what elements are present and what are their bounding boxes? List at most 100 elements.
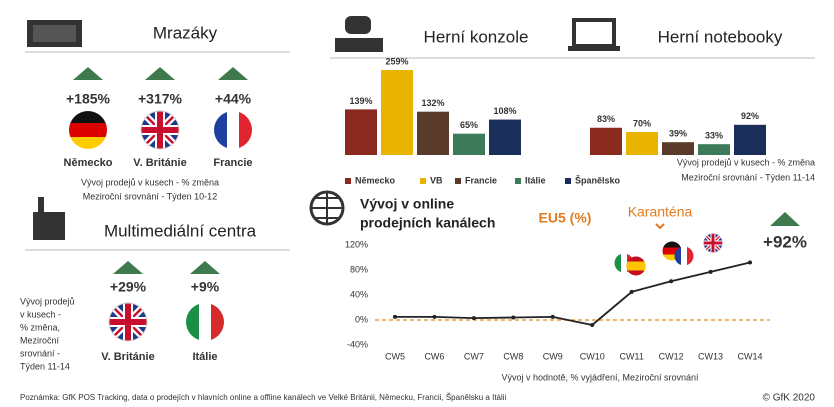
legend-label: Itálie [525,175,546,185]
legend-label: Francie [465,175,497,185]
note: srovnání - [20,348,60,358]
value-label: 92% [741,111,759,121]
globe-icon [311,192,343,224]
note: Vývoj prodejů [20,296,75,306]
note: Vývoj prodejů v kusech - % změna [677,157,815,167]
x-tick-label: CW9 [543,351,563,361]
x-tick-label: CW5 [385,351,405,361]
point [708,269,713,274]
note: v kusech - [20,309,61,319]
section-title: Herní notebooky [658,27,783,46]
flag [108,302,148,342]
change: +44% [215,91,252,107]
change: +9% [191,279,220,295]
copyright: © GfK 2020 [763,393,816,404]
value-label: 33% [705,131,723,141]
notebook-icon [572,18,616,48]
x-tick-label: CW12 [659,351,684,361]
point [590,323,595,327]
y-tick-label: 0% [355,314,368,324]
country: V. Británie [101,351,154,363]
country: Německo [64,157,113,169]
legend-swatch [515,178,521,184]
bar [417,111,449,155]
bar [489,119,521,155]
bar [626,132,658,155]
bar [698,144,730,155]
x-tick-label: CW8 [503,351,523,361]
value-label: 39% [669,129,687,139]
x-tick-label: CW13 [698,351,723,361]
legend-label: VB [430,175,443,185]
freezer-icon [33,25,76,42]
line-title: prodejních kanálech [360,215,495,231]
point [629,289,634,294]
bar [590,127,622,155]
point [393,314,397,319]
annotation: Karanténa [628,204,693,220]
note: % změna, [20,322,60,332]
y-tick-label: -40% [347,339,368,349]
footer-note: Poznámka: GfK POS Tracking, data o prode… [20,393,507,402]
country: Itálie [192,351,217,363]
flag [185,302,225,342]
section-title: Herní konzole [424,27,529,46]
bar [662,142,694,155]
legend-swatch [455,178,461,184]
line-title: Vývoj v online [360,196,454,212]
bar [345,109,377,155]
flag [703,233,723,253]
value-label: 259% [385,56,408,66]
value-label: 132% [421,98,444,108]
line-subtitle: EU5 (%) [539,210,592,226]
flag [140,110,180,150]
up-arrow [770,212,800,226]
point [471,316,476,321]
x-tick-label: CW10 [580,351,605,361]
country: V. Británie [133,157,186,169]
value-label: 108% [493,106,516,116]
point [432,314,437,319]
left-panel: Mrazáky +185% +317% +44% Německo V. Brit… [25,20,290,363]
point [511,315,516,320]
value-label: 70% [633,118,651,128]
point [748,260,752,265]
console-icon [345,16,371,34]
note: Meziroční srovnání - Týden 10-12 [83,191,217,201]
bar [734,124,766,155]
y-tick-label: 80% [350,264,368,274]
section-title: Multimediální centra [104,221,257,240]
country: Francie [213,157,252,169]
up-arrow [73,67,248,80]
bar [453,133,485,155]
x-tick-label: CW7 [464,351,484,361]
notebook-icon [568,46,620,51]
console-icon [335,38,383,52]
legend-label: Španělsko [575,174,621,185]
note: Meziroční srovnání - Týden 11-14 [681,172,815,182]
change: +317% [138,91,183,107]
line [395,261,751,326]
y-tick-label: 40% [350,289,368,299]
note: Meziroční [20,335,60,345]
right-panel: Herní konzole Herní notebooky Vývoj prod… [309,16,815,276]
note: Týden 11-14 [20,361,70,371]
x-axis-label: Vývoj v hodnotě, % vyjádření, Meziroční … [501,372,699,382]
change: +185% [66,91,111,107]
x-tick-label: CW14 [737,351,762,361]
media-icon [33,212,65,240]
change: +29% [110,279,147,295]
value-label: 139% [349,96,372,106]
annotation-arrow [655,223,665,230]
up-arrow [113,261,220,274]
media-icon [38,197,44,212]
x-tick-label: CW11 [619,351,643,361]
flag [68,110,108,150]
x-tick-label: CW6 [424,351,444,361]
section-title: Mrazáky [153,23,218,42]
bar [381,70,413,155]
legend-swatch [345,178,351,184]
value-label: 65% [460,120,478,130]
legend-swatch [420,178,426,184]
